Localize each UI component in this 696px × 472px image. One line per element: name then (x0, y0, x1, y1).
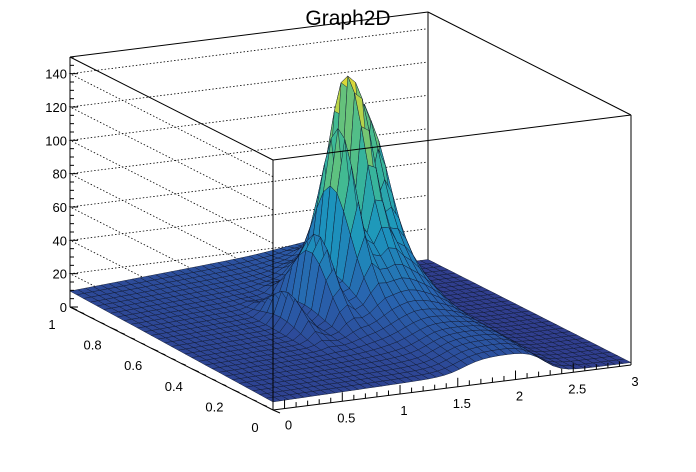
y-tick-label: 0.6 (124, 358, 142, 373)
y-major-tick (69, 306, 78, 311)
y-minor-tick (171, 358, 176, 361)
y-major-tick (151, 347, 159, 352)
z-tick-label: 20 (53, 267, 67, 282)
y-axis: 0 0.2 0.4 0.6 0.8 1 (48, 306, 281, 435)
y-minor-tick (201, 373, 207, 376)
y-tick-label: 0.4 (165, 379, 183, 394)
z-tick-label: 0 (60, 300, 67, 315)
y-minor-tick (222, 383, 227, 387)
box-edge-front-top (272, 114, 632, 161)
box-edge-right-top (427, 11, 632, 116)
y-major-tick (272, 409, 281, 414)
x-tick-label: 0.5 (337, 410, 355, 425)
z-axis: 0 20 40 60 80 100 120 140 (45, 56, 78, 315)
y-minor-tick (262, 404, 268, 407)
y-tick-label: 0 (251, 420, 258, 435)
y-minor-tick (130, 337, 136, 340)
surface-cell (615, 358, 632, 364)
z-tick-label: 140 (45, 67, 67, 82)
y-major-tick (191, 368, 199, 373)
z-tick-label: 120 (45, 100, 67, 115)
x-tick-label: 1.5 (453, 396, 471, 411)
y-tick-label: 0.2 (205, 399, 223, 414)
x-tick-label: 1 (400, 403, 407, 418)
z-tick-label: 80 (53, 167, 67, 182)
surface-mesh (69, 75, 632, 403)
y-minor-tick (161, 352, 166, 356)
z-tick-label: 100 (45, 133, 67, 148)
x-axis-line (272, 364, 632, 411)
x-axis: 0 0.5 1 1.5 2 2.5 3 (272, 356, 639, 433)
y-minor-tick (100, 321, 105, 325)
y-tick-label: 0.8 (84, 338, 102, 353)
y-minor-tick (252, 399, 257, 402)
x-tick-label: 2.5 (568, 381, 586, 396)
y-tick-label: 1 (48, 317, 55, 332)
z-tick-label: 60 (53, 200, 67, 215)
y-minor-tick (140, 342, 146, 346)
y-minor-tick (79, 311, 85, 315)
box-edge-left-top (69, 56, 274, 161)
y-minor-tick (90, 316, 95, 320)
z-tick-label: 40 (53, 233, 67, 248)
y-major-tick (110, 327, 118, 332)
y-major-tick (232, 388, 240, 393)
y-minor-tick (242, 394, 247, 397)
box-edge-back-top (69, 11, 429, 58)
x-tick-label: 0 (285, 418, 292, 433)
front-box-edges (272, 11, 632, 410)
y-minor-tick (181, 363, 186, 366)
x-tick-label: 2 (516, 389, 523, 404)
y-minor-tick (120, 332, 125, 335)
x-tick-label: 3 (631, 374, 638, 389)
y-minor-tick (211, 378, 217, 382)
